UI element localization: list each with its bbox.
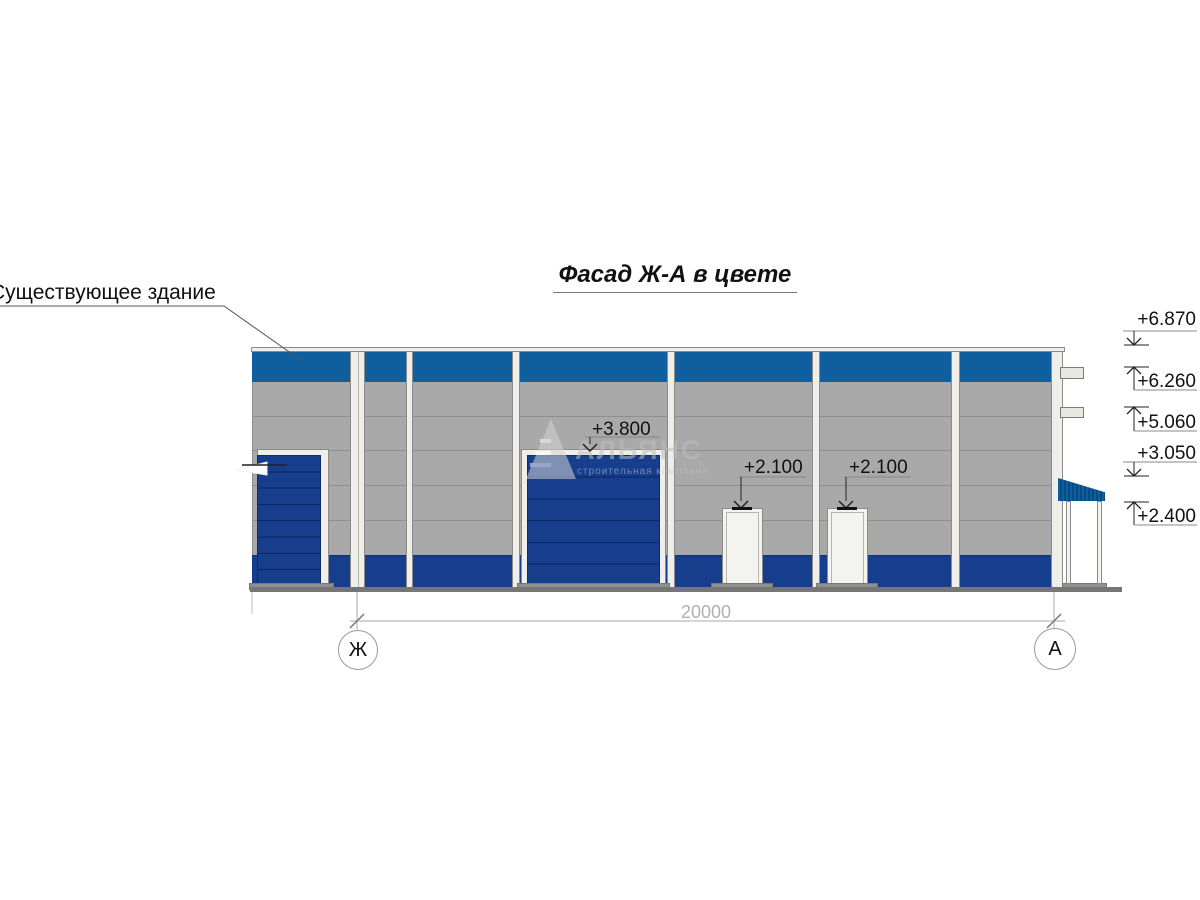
garage-door-center-frame bbox=[521, 449, 666, 587]
drawing-title: Фасад Ж-А в цвете bbox=[553, 261, 797, 293]
canopy-post-1 bbox=[1066, 501, 1071, 584]
elevation-label-6260: +6.260 bbox=[1137, 371, 1196, 392]
elevation-label-5060: +5.060 bbox=[1137, 412, 1196, 433]
elevation-label-6870: +6.870 bbox=[1137, 309, 1196, 330]
axis-bubble-a: А bbox=[1034, 628, 1076, 670]
entry-door-left bbox=[722, 508, 763, 587]
pilaster-2 bbox=[406, 352, 413, 587]
pilaster-4 bbox=[667, 352, 675, 587]
pilaster-3 bbox=[512, 352, 520, 587]
garage-door-height-label: +3.800 bbox=[592, 419, 651, 440]
axis-bubble-zh: Ж bbox=[338, 630, 378, 670]
garage-door-center bbox=[527, 455, 660, 585]
panel-seam-1 bbox=[253, 416, 1063, 417]
wall-beam-lower bbox=[1060, 407, 1084, 418]
garage-door-left-frame bbox=[257, 449, 329, 587]
entrance-canopy bbox=[1058, 478, 1105, 501]
ground-line bbox=[250, 587, 1122, 592]
overall-width-dimension: 20000 bbox=[680, 602, 732, 622]
entry-door-left-height-label: +2.100 bbox=[744, 457, 803, 478]
elevation-label-3050: +3.050 bbox=[1137, 443, 1196, 464]
wall-beam-upper bbox=[1060, 367, 1084, 379]
garage-door-left bbox=[257, 455, 321, 585]
upper-blue-band bbox=[252, 352, 1063, 383]
corner-pilaster bbox=[1051, 352, 1063, 587]
entry-door-right-height-label: +2.100 bbox=[849, 457, 908, 478]
elevation-label-2400: +2.400 bbox=[1137, 506, 1196, 527]
pilaster-6 bbox=[951, 352, 960, 587]
elevation-symbol-6870 bbox=[1123, 330, 1197, 346]
existing-building-label: Существующее здание bbox=[0, 281, 216, 304]
pilaster-5 bbox=[812, 352, 820, 587]
pilaster-axis-zh bbox=[350, 352, 365, 587]
dimension-line bbox=[251, 592, 1065, 630]
canopy-post-2 bbox=[1097, 501, 1102, 584]
entry-door-right bbox=[827, 508, 868, 587]
